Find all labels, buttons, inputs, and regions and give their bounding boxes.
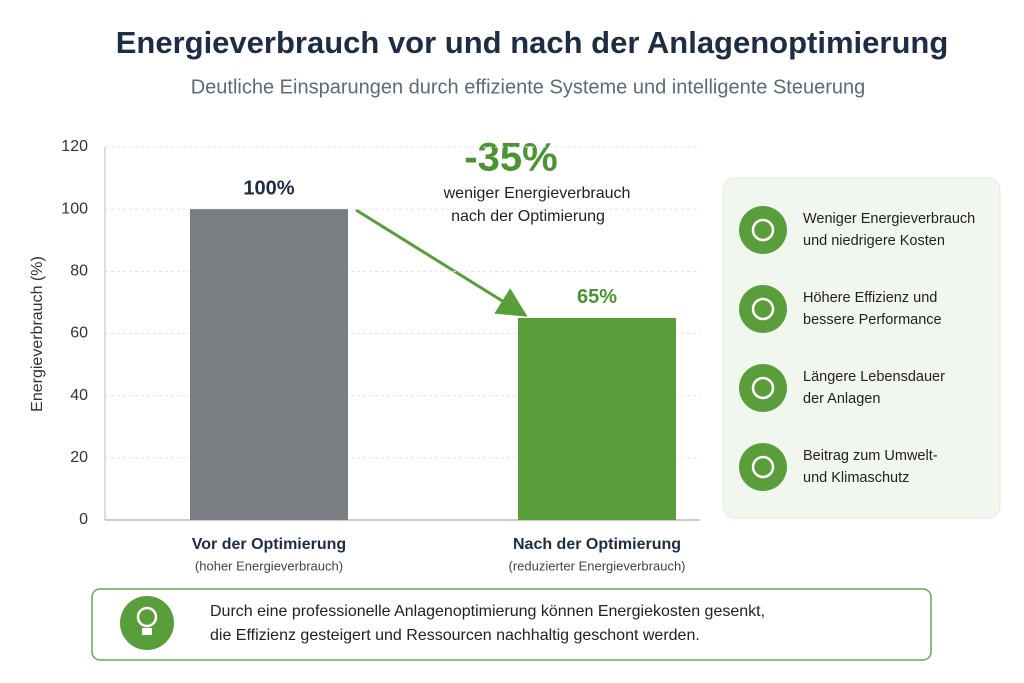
benefit-icon <box>739 285 787 333</box>
benefit-text: und Klimaschutz <box>803 470 909 486</box>
annotation-headline: -35% <box>464 136 557 180</box>
y-tick-label: 100 <box>61 200 88 217</box>
benefit-text: Weniger Energieverbrauch <box>803 211 975 227</box>
benefit-text: Beitrag zum Umwelt- <box>803 448 938 464</box>
y-tick-label: 60 <box>70 325 88 342</box>
benefit-text: der Anlagen <box>803 391 880 407</box>
x-tick-label: Vor der Optimierung <box>192 536 346 553</box>
benefit-glyph <box>751 376 775 400</box>
bulb-icon <box>136 606 158 628</box>
benefit-glyph <box>751 218 775 242</box>
benefit-icon <box>739 443 787 491</box>
benefits-panel <box>722 177 1001 519</box>
benefit-glyph <box>751 297 775 321</box>
benefit-text: Längere Lebensdauer <box>803 369 945 385</box>
note-icon <box>120 596 174 650</box>
bulb-base <box>142 628 152 635</box>
x-tick-note: (reduzierter Energieverbrauch) <box>508 558 685 573</box>
benefit-text: bessere Performance <box>803 312 942 328</box>
bar <box>190 209 348 520</box>
chart-title: Energieverbrauch vor und nach der Anlage… <box>116 25 949 60</box>
benefit-icon <box>739 206 787 254</box>
benefit-text: Höhere Effizienz und <box>803 290 937 306</box>
chart-subtitle: Deutliche Einsparungen durch effiziente … <box>191 76 866 98</box>
y-tick-label: 120 <box>61 138 88 155</box>
value-label: 100% <box>243 177 294 199</box>
y-tick-label: 80 <box>70 263 88 280</box>
arrow <box>355 208 528 317</box>
benefit-icon <box>739 364 787 412</box>
benefit-text: und niedrigere Kosten <box>803 233 945 249</box>
value-label: 65% <box>577 286 617 308</box>
y-tick-label: 40 <box>70 387 88 404</box>
annotation-text: weniger Energieverbrauch <box>443 185 631 202</box>
note-box <box>91 588 932 661</box>
bar <box>518 317 676 520</box>
note-text: die Effizienz gesteigert und Ressourcen … <box>210 627 700 644</box>
note-text: Durch eine professionelle Anlagenoptimie… <box>210 603 765 620</box>
y-tick-label: 0 <box>79 511 88 528</box>
y-axis-label: Energieverbrauch (%) <box>29 256 46 412</box>
annotation-text: nach der Optimierung <box>451 208 605 225</box>
y-tick-label: 20 <box>70 449 88 466</box>
x-tick-note: (hoher Energieverbrauch) <box>195 558 343 573</box>
x-tick-label: Nach der Optimierung <box>513 536 681 553</box>
benefits-list: Weniger Energieverbrauch und niedrigere K… <box>739 206 975 491</box>
benefit-glyph <box>751 455 775 479</box>
